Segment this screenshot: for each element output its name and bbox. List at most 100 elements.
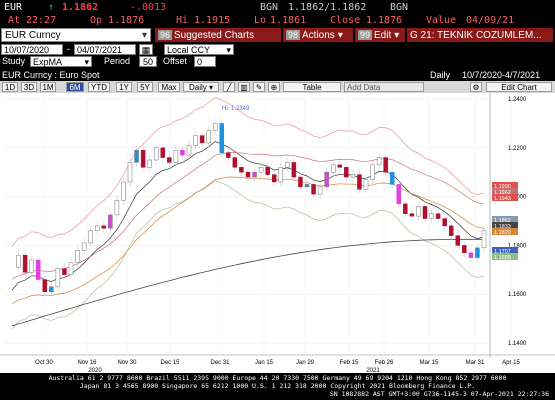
edit-button[interactable]: 99 Edit ▾ (355, 28, 405, 42)
range-max-button[interactable]: Max (158, 82, 180, 92)
candle-body (108, 214, 113, 229)
draw-tool-icon[interactable]: ✎ (253, 82, 265, 92)
candle-body (75, 250, 80, 263)
quote-details: At 22:27 Op 1.1876 Hi 1.1915 Lo 1.1861 C… (0, 14, 555, 27)
study-value: ExpMA (33, 57, 63, 67)
candle-body (448, 225, 454, 236)
y-tick-label: 1.2400 (508, 97, 527, 103)
candle-body (199, 135, 205, 144)
study-row: Study ExpMA ▾ Period 50 Offset 0 (0, 56, 555, 68)
bar-chart-icon[interactable]: ▥ (238, 82, 250, 92)
g-template-button[interactable]: G 21: TEKNIK COZUMLEM... (407, 28, 553, 42)
candle-body (455, 235, 461, 246)
candle-body (114, 200, 120, 216)
candle-body (206, 130, 211, 144)
range-ytd-button[interactable]: YTD (88, 82, 110, 92)
zoom-icon[interactable]: ⊕ (268, 82, 280, 92)
candle-body (330, 164, 336, 173)
range-6m-button[interactable]: 6M (66, 82, 84, 92)
up-arrow-icon: ↑ (48, 1, 55, 13)
candle-body (442, 218, 447, 227)
lower-band-line (11, 180, 485, 330)
candle-body (193, 135, 198, 146)
range-1y-button[interactable]: 1Y (116, 82, 132, 92)
candle-body (226, 152, 231, 158)
dropdown-icon: ▾ (141, 29, 147, 41)
study-select[interactable]: ExpMA ▾ (30, 56, 92, 67)
price-label-text: 1.1688 (494, 255, 511, 261)
candle-body (239, 167, 244, 173)
value-date: 04/09/21 (466, 15, 515, 26)
y-tick-label: 1.1400 (508, 341, 527, 347)
candle-body (324, 171, 329, 188)
g-template-label: G 21: TEKNIK COZUMLEM... (410, 29, 542, 41)
range-3d-button[interactable]: 3D (21, 82, 37, 92)
footer: Australia 61 2 9777 8600 Brazil 5511 239… (0, 373, 555, 400)
suggested-charts-button[interactable]: 96 Suggested Charts (155, 28, 281, 42)
price-label-text: 1.1707 (494, 249, 511, 255)
range-1d-button[interactable]: 1D (2, 82, 18, 92)
footer-line-3: SN 1082882 AST GMT+3:00 G736-1145-3 07-A… (329, 390, 549, 398)
table-button[interactable]: Table (283, 82, 341, 92)
open-value: 1.1876 (108, 15, 145, 26)
low-label: Lo (254, 15, 267, 26)
settings-icon[interactable]: ⚙ (470, 82, 482, 92)
chart-range: 10/7/2020-4/7/2021 (462, 70, 541, 80)
price-change: -.0013 (130, 1, 167, 13)
candle-body (35, 259, 41, 280)
frequency-select[interactable]: Daily ▾ (183, 82, 219, 92)
year-label: 2020 (88, 368, 102, 373)
close-label: Close (330, 15, 361, 26)
quote-time: 22:27 (26, 15, 57, 26)
price-label-text: 1.1820 (494, 230, 511, 236)
x-tick-label: Feb 26 (375, 360, 394, 366)
candle-body (376, 157, 382, 166)
calendar-icon[interactable]: ▦ (139, 44, 153, 55)
last-price: 1.1862 (62, 1, 99, 13)
add-data-field[interactable]: Add Data (344, 82, 424, 92)
price-label-text: 1.1862 (494, 218, 511, 224)
candle-body (68, 262, 74, 275)
candle-body (389, 171, 395, 185)
edit-chart-button[interactable]: Edit Chart (486, 82, 552, 92)
candle-body (49, 286, 54, 293)
start-date-field[interactable]: 10/07/2020 (1, 44, 63, 55)
high-value: 1.1915 (194, 15, 231, 26)
x-tick-label: Nov 16 (77, 360, 97, 366)
chevron-down-icon: ▾ (226, 45, 231, 55)
security-field[interactable]: EUR Curncy ▾ (1, 28, 151, 42)
ma-line-red (11, 152, 485, 280)
price-label-box (492, 182, 518, 189)
edit-num: 99 (358, 30, 373, 40)
candle-body (363, 179, 369, 190)
value-label: Value (426, 15, 457, 26)
actions-button[interactable]: 98 Actions ▾ (283, 28, 353, 42)
candle-body (265, 167, 270, 175)
candle-body (147, 159, 152, 168)
candle-body (160, 147, 166, 158)
candle-body (167, 157, 172, 163)
currency-select[interactable]: Local CCY ▾ (164, 44, 234, 55)
offset-field[interactable]: 0 (194, 56, 216, 67)
bgn-label: BGN (260, 1, 279, 13)
footer-line-2: Japan 81 3 4565 8900 Singapore 65 6212 1… (79, 382, 476, 390)
end-date-field[interactable]: 04/07/2021 (74, 44, 136, 55)
candle-body (304, 184, 310, 188)
low-value: 1.1861 (270, 15, 307, 26)
candle-body (81, 242, 87, 251)
chart-frequency: Daily (430, 70, 451, 80)
price-label-box (492, 194, 518, 201)
ticker: EUR (4, 1, 23, 13)
suggested-charts-label: Suggested Charts (174, 29, 255, 41)
period-field[interactable]: 50 (139, 56, 157, 67)
date-range-row: 10/07/2020 - 04/07/2021 ▦ Local CCY ▾ (0, 44, 555, 56)
line-chart-icon[interactable]: ╱ (223, 82, 235, 92)
price-label-box (492, 253, 518, 260)
candle-body (140, 149, 146, 168)
candle-body (396, 184, 402, 205)
y-tick-label: 1.1800 (508, 243, 527, 249)
range-1m-button[interactable]: 1M (40, 82, 56, 92)
range-5y-button[interactable]: 5Y (137, 82, 153, 92)
candle-body (55, 268, 61, 288)
